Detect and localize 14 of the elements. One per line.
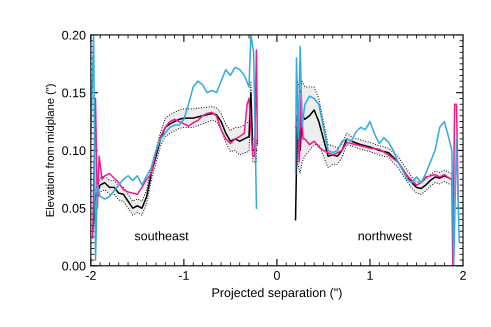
x-axis-title: Projected separation (") xyxy=(212,288,342,300)
x-tick-label: 2 xyxy=(460,271,466,280)
x-tick-label: 1 xyxy=(367,271,373,280)
annotation: northwest xyxy=(358,231,412,240)
y-tick-label: 0.05 xyxy=(62,204,86,213)
y-tick-label: 0.00 xyxy=(62,262,86,271)
y-tick-label: 0.10 xyxy=(62,146,86,156)
y-tick-label: 0.20 xyxy=(62,30,86,40)
x-tick-label: 0 xyxy=(274,271,280,280)
x-tick-label: -2 xyxy=(86,271,96,280)
annotation: southeast xyxy=(134,231,189,240)
y-tick-label: 0.15 xyxy=(62,88,86,98)
x-tick-label: -1 xyxy=(178,271,189,280)
y-axis-title: Elevation from midplane (") xyxy=(46,84,56,216)
